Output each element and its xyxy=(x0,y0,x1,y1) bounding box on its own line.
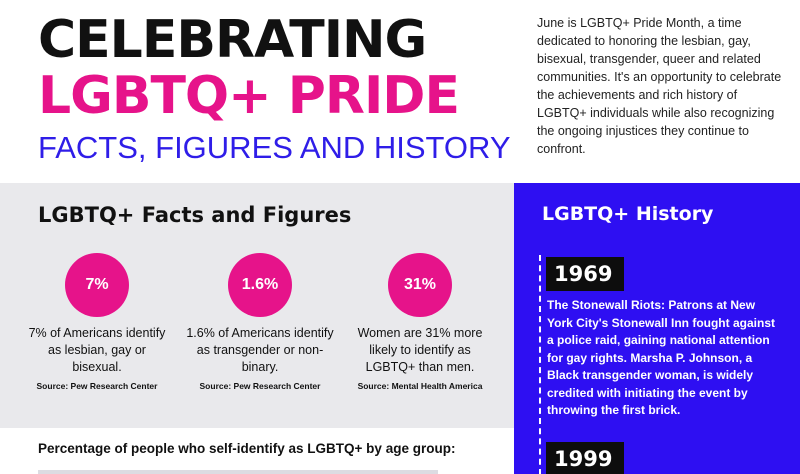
fact-card-transgender: 1.6% 1.6% of Americans identify as trans… xyxy=(185,253,335,391)
facts-title: LGBTQ+ Facts and Figures xyxy=(38,203,352,227)
fact-value-circle: 31% xyxy=(388,253,452,317)
fact-text: Women are 31% more likely to identify as… xyxy=(357,326,483,374)
title-line-2: LGBTQ+ PRIDE xyxy=(38,66,460,126)
intro-paragraph: June is LGBTQ+ Pride Month, a time dedic… xyxy=(537,16,782,156)
subtitle: FACTS, FIGURES AND HISTORY xyxy=(38,130,511,165)
age-chart-top-edge xyxy=(38,470,438,474)
fact-source: Source: Pew Research Center xyxy=(199,381,321,391)
fact-text: 1.6% of Americans identify as transgende… xyxy=(186,326,334,374)
fact-source: Source: Mental Health America xyxy=(357,381,483,391)
history-title: LGBTQ+ History xyxy=(542,203,714,225)
fact-card-lgb: 7% 7% of Americans identify as lesbian, … xyxy=(22,253,172,391)
timeline-dashed-line xyxy=(539,255,541,474)
title-line-1: CELEBRATING xyxy=(38,10,427,70)
fact-value-circle: 1.6% xyxy=(228,253,292,317)
history-panel: LGBTQ+ History 1969 The Stonewall Riots:… xyxy=(514,183,800,474)
history-event-text: The Stonewall Riots: Patrons at New York… xyxy=(547,298,775,417)
fact-text: 7% of Americans identify as lesbian, gay… xyxy=(28,326,166,374)
year-badge-1999: 1999 xyxy=(546,442,624,474)
fact-source: Source: Pew Research Center xyxy=(36,381,158,391)
facts-panel: LGBTQ+ Facts and Figures 7% 7% of Americ… xyxy=(0,183,514,428)
fact-value-circle: 7% xyxy=(65,253,129,317)
age-group-title: Percentage of people who self-identify a… xyxy=(38,441,456,456)
fact-card-women: 31% Women are 31% more likely to identif… xyxy=(345,253,495,391)
header-title-block: CELEBRATING LGBTQ+ PRIDE FACTS, FIGURES … xyxy=(38,10,511,168)
year-badge-1969: 1969 xyxy=(546,257,624,291)
